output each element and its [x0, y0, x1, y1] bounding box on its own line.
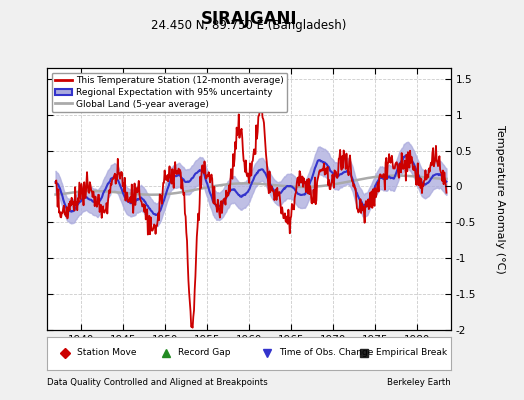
Text: Record Gap: Record Gap — [178, 348, 231, 358]
Y-axis label: Temperature Anomaly (°C): Temperature Anomaly (°C) — [495, 125, 505, 273]
Text: Time of Obs. Change: Time of Obs. Change — [279, 348, 374, 358]
Legend: This Temperature Station (12-month average), Regional Expectation with 95% uncer: This Temperature Station (12-month avera… — [52, 72, 287, 112]
Text: Berkeley Earth: Berkeley Earth — [387, 378, 451, 387]
Text: SIRAJGANI: SIRAJGANI — [201, 10, 297, 28]
Text: Empirical Break: Empirical Break — [376, 348, 447, 358]
Text: Station Move: Station Move — [78, 348, 137, 358]
Text: Data Quality Controlled and Aligned at Breakpoints: Data Quality Controlled and Aligned at B… — [47, 378, 268, 387]
Text: 24.450 N, 89.750 E (Bangladesh): 24.450 N, 89.750 E (Bangladesh) — [151, 19, 346, 32]
